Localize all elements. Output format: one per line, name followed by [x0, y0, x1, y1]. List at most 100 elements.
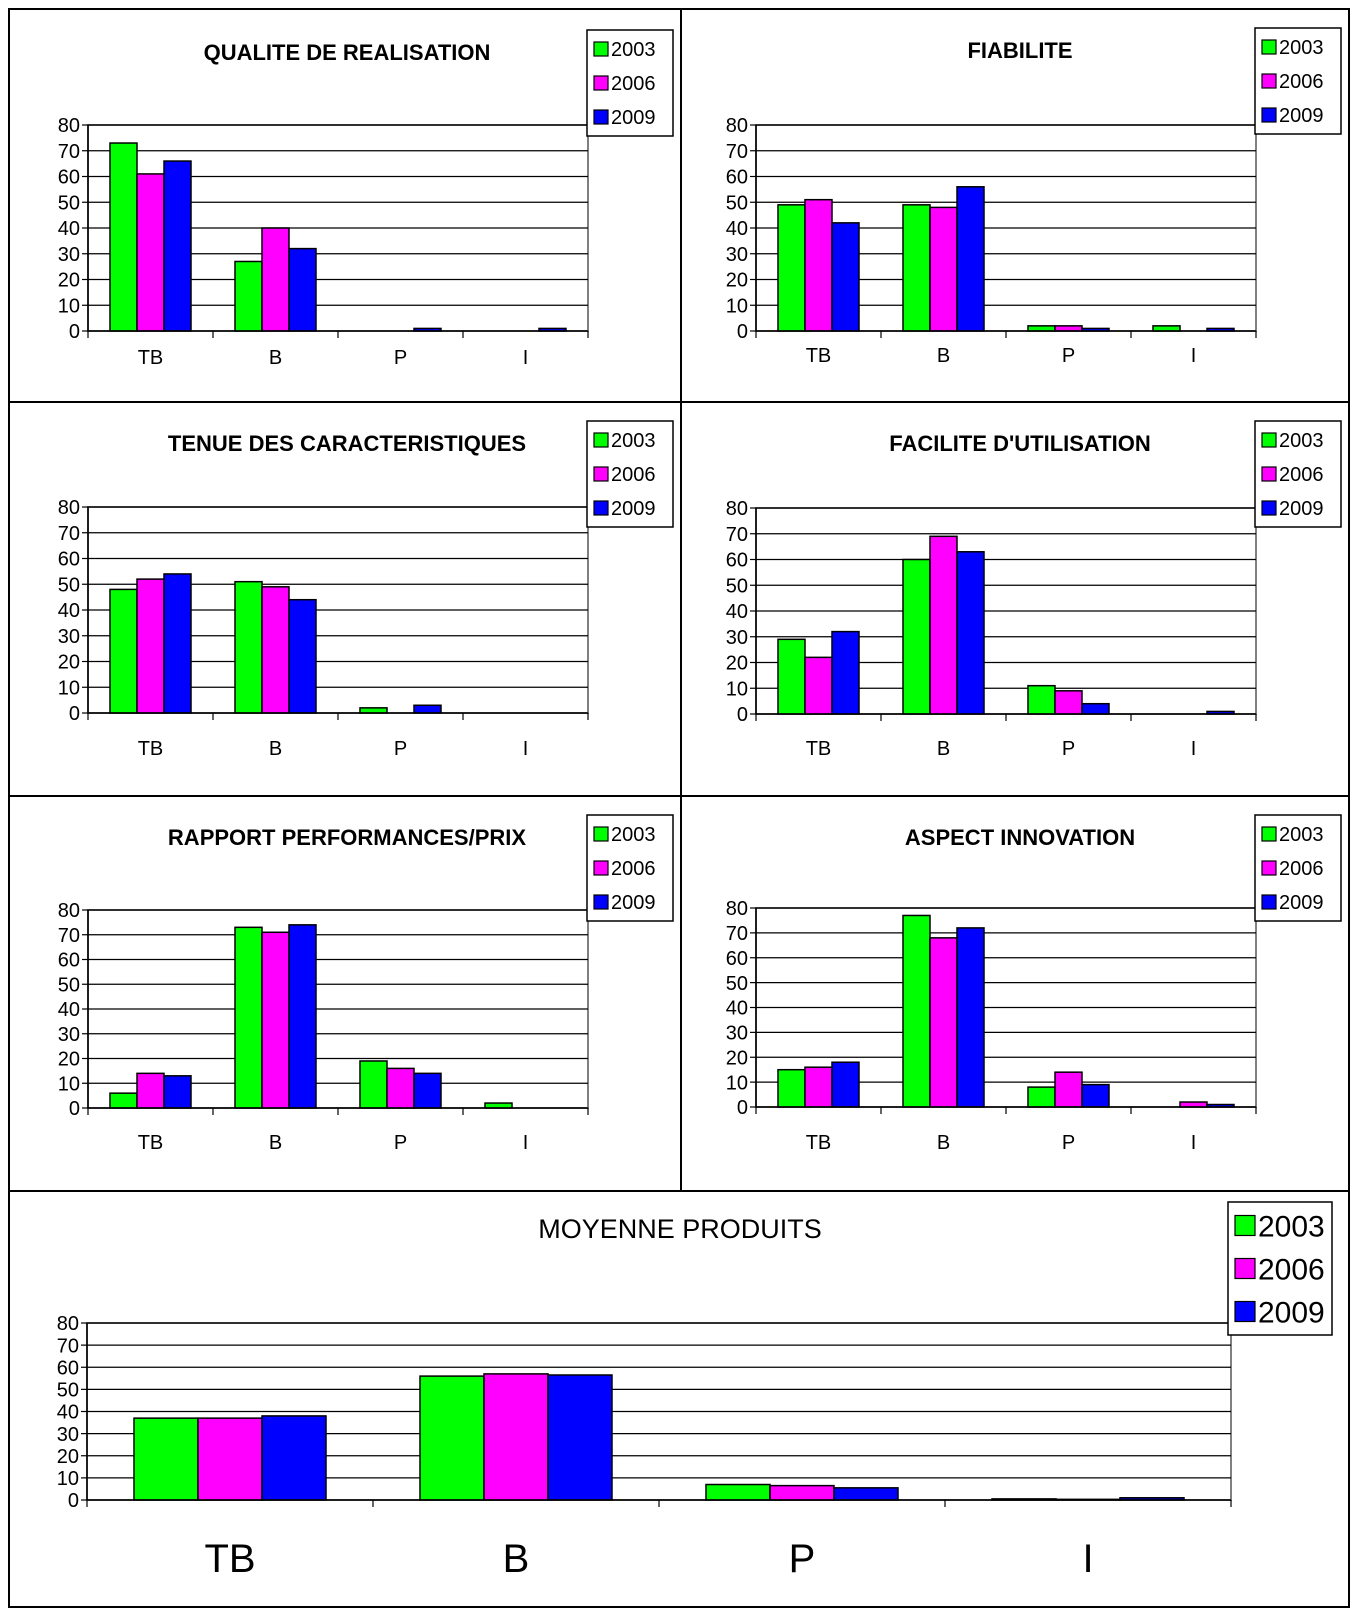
legend-label-2003: 2003: [1279, 430, 1324, 452]
legend-swatch-2003: [1261, 432, 1277, 448]
y-tick-label: 10: [58, 295, 80, 317]
legend-label-2003: 2003: [1258, 1210, 1325, 1243]
chart-title: FACILITE D'UTILISATION: [889, 431, 1150, 456]
x-category-label: P: [1062, 345, 1075, 367]
bar-2006-TB: [136, 578, 165, 714]
bar-2003-B: [902, 204, 931, 332]
y-tick-label: 50: [58, 192, 80, 214]
x-category-label: I: [523, 347, 529, 369]
bar-2009-P: [413, 1072, 442, 1109]
bar-2009-B: [288, 924, 317, 1109]
bar-2003-TB: [109, 588, 138, 714]
legend-swatch-2009: [1261, 500, 1277, 516]
y-tick-label: 50: [58, 574, 80, 596]
y-tick-label: 30: [58, 626, 80, 648]
legend-swatch-2003: [1234, 1214, 1256, 1237]
y-tick-label: 20: [57, 1446, 79, 1468]
chart-moyenne-produits: MOYENNE PRODUITS 0 10 20 30 40 50 60 70 80 TB B P I 20…: [12, 1192, 1346, 1604]
chart-svg: TENUE DES CARACTERISTIQUES 0 10 20 30 40 50 60 7…: [58, 420, 674, 760]
y-tick-label: 80: [726, 498, 748, 520]
y-tick-label: 0: [737, 704, 748, 726]
bar-2003-TB: [109, 1092, 138, 1109]
bar-2003-B: [234, 580, 263, 714]
bar-2003-TB: [777, 204, 806, 332]
legend-label-2009: 2009: [1279, 105, 1324, 127]
x-category-label: B: [269, 347, 282, 369]
y-tick-label: 40: [58, 600, 80, 622]
bar-2003-P: [1027, 325, 1056, 332]
y-tick-label: 60: [58, 167, 80, 189]
bar-2003-P: [359, 1060, 388, 1109]
legend-label-2009: 2009: [611, 892, 656, 914]
y-tick-label: 40: [57, 1402, 79, 1424]
legend-label-2009: 2009: [611, 107, 656, 129]
bar-2003-P: [359, 707, 388, 714]
x-category-label: I: [1082, 1537, 1093, 1581]
x-category-label: P: [789, 1537, 816, 1581]
bar-2003-I: [1152, 325, 1181, 332]
y-tick-label: 70: [726, 141, 748, 163]
bar-2003-TB: [777, 638, 806, 715]
y-tick-label: 0: [68, 1490, 79, 1512]
legend-swatch-2009: [593, 894, 609, 910]
bar-2006-B: [261, 586, 290, 714]
y-tick-label: 40: [726, 601, 748, 623]
y-tick-label: 60: [726, 167, 748, 189]
x-category-label: TB: [138, 1132, 164, 1154]
legend-label-2003: 2003: [1279, 824, 1324, 846]
legend-swatch-2006: [593, 860, 609, 876]
bar-2003-TB: [133, 1417, 199, 1501]
y-tick-label: 80: [726, 898, 748, 920]
chart-title: QUALITE DE REALISATION: [204, 40, 491, 65]
y-tick-label: 60: [58, 549, 80, 571]
chart-aspect-innovation: ASPECT INNOVATION 0 10 20 30 40 50 60 70 80 TB B P I 2…: [680, 797, 1350, 1189]
bar-2006-B: [929, 937, 958, 1108]
y-tick-label: 20: [58, 652, 80, 674]
y-tick-label: 50: [726, 575, 748, 597]
bar-2006-B: [483, 1373, 549, 1501]
legend-label-2003: 2003: [611, 39, 656, 61]
y-tick-label: 70: [58, 523, 80, 545]
chart-title: FIABILITE: [967, 38, 1072, 63]
legend-label-2003: 2003: [611, 824, 656, 846]
y-tick-label: 50: [726, 973, 748, 995]
x-category-label: TB: [806, 345, 832, 367]
y-tick-label: 20: [726, 1047, 748, 1069]
bar-2006-TB: [804, 1066, 833, 1108]
y-tick-label: 30: [726, 627, 748, 649]
bar-2006-B: [261, 227, 290, 332]
bar-2006-P: [1054, 325, 1083, 332]
y-tick-label: 40: [726, 218, 748, 240]
bar-2009-P: [413, 704, 442, 714]
bar-2009-P: [833, 1487, 899, 1501]
y-tick-label: 0: [69, 1098, 80, 1120]
chart-facilite-utilisation: FACILITE D'UTILISATION 0 10 20 30 40 50 60 70 80 T…: [680, 403, 1350, 795]
y-tick-label: 0: [69, 703, 80, 725]
y-tick-label: 60: [57, 1357, 79, 1379]
bar-2006-B: [929, 535, 958, 715]
y-tick-label: 0: [737, 321, 748, 343]
bar-2006-P: [1054, 690, 1083, 715]
bar-2009-TB: [163, 1075, 192, 1109]
y-tick-label: 70: [726, 923, 748, 945]
legend-swatch-2003: [593, 41, 609, 57]
legend-swatch-2009: [1234, 1300, 1256, 1323]
legend-label-2006: 2006: [1279, 858, 1324, 880]
y-tick-label: 70: [726, 524, 748, 546]
bar-2009-P: [1081, 702, 1110, 715]
y-tick-label: 40: [58, 999, 80, 1021]
legend-swatch-2003: [1261, 826, 1277, 842]
y-tick-label: 10: [58, 1073, 80, 1095]
y-tick-label: 80: [726, 115, 748, 137]
legend-label-2006: 2006: [611, 858, 656, 880]
bar-2009-B: [547, 1374, 613, 1501]
bar-2003-B: [234, 926, 263, 1109]
y-tick-label: 10: [726, 678, 748, 700]
legend-swatch-2006: [593, 75, 609, 91]
y-tick-label: 10: [726, 1072, 748, 1094]
bar-2009-B: [956, 186, 985, 332]
y-tick-label: 0: [737, 1097, 748, 1119]
x-category-label: P: [1062, 1132, 1075, 1154]
legend-label-2009: 2009: [1279, 892, 1324, 914]
